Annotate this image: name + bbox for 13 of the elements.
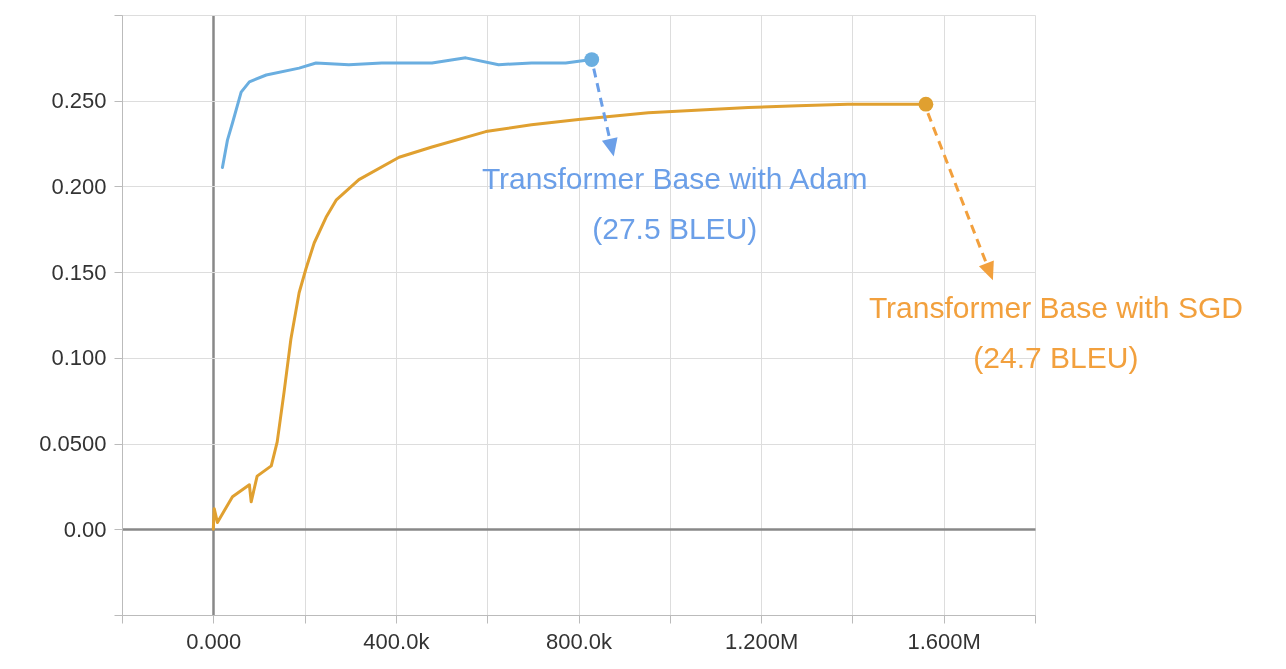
- annotation: Transformer Base with Adam (27.5 BLEU): [481, 161, 868, 245]
- annotation: Transformer Base with SGD (24.7 BLEU): [868, 291, 1243, 375]
- x-tick-label: 800.0k: [545, 628, 614, 654]
- y-tick-label: 0.00: [63, 516, 107, 542]
- y-tick-label: 0.100: [51, 345, 107, 371]
- y-tick-label: 0.0500: [39, 431, 107, 457]
- y-tick-label: 0.200: [51, 173, 107, 199]
- y-tick-label: 0.250: [51, 88, 107, 114]
- x-tick-label: 1.600M: [907, 628, 981, 654]
- y-tick-label: 0.150: [51, 259, 107, 285]
- x-tick-label: 0.000: [186, 628, 242, 654]
- x-tick-label: 400.0k: [363, 628, 431, 654]
- x-tick-label: 1.200M: [724, 628, 799, 654]
